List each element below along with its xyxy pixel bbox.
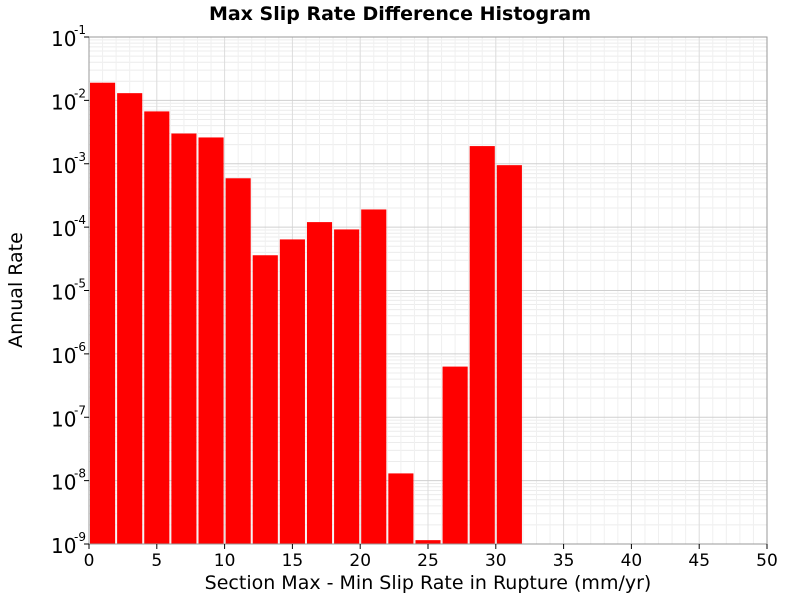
- x-tick-label: 40: [621, 551, 643, 571]
- y-tick-label: 10: [51, 281, 76, 305]
- histogram-bar: [279, 239, 305, 545]
- y-tick-exponent: -9: [74, 530, 86, 544]
- y-tick-exponent: -3: [74, 150, 86, 164]
- y-tick-exponent: -5: [74, 277, 86, 291]
- x-tick-label: 30: [485, 551, 507, 571]
- y-tick-label: 10: [51, 471, 76, 495]
- histogram-bar: [388, 473, 414, 544]
- x-axis-ticks: 0 5 10 15 20 25 30 35 40 45 50: [84, 544, 778, 571]
- histogram-bar: [171, 133, 197, 544]
- histogram-bar: [306, 222, 333, 545]
- x-tick-label: 25: [417, 551, 439, 571]
- y-tick-label: 10: [51, 534, 76, 558]
- x-tick-label: 45: [688, 551, 710, 571]
- y-tick-exponent: -1: [74, 23, 86, 37]
- y-axis-ticks: 10-910-810-710-610-510-410-310-210-1: [51, 23, 89, 558]
- x-tick-label: 20: [349, 551, 371, 571]
- x-tick-label: 0: [84, 551, 95, 571]
- y-tick-exponent: -8: [74, 467, 86, 481]
- histogram-bar: [90, 82, 116, 545]
- y-tick-label: 10: [51, 154, 76, 178]
- y-tick-exponent: -2: [74, 86, 86, 100]
- histogram-bar: [198, 137, 224, 545]
- y-axis-label: Annual Rate: [5, 232, 27, 348]
- y-tick-label: 10: [51, 90, 76, 114]
- y-tick-label: 10: [51, 407, 76, 431]
- y-tick-exponent: -7: [74, 403, 86, 417]
- x-tick-label: 35: [553, 551, 575, 571]
- x-tick-label: 5: [151, 551, 162, 571]
- y-tick-exponent: -6: [74, 340, 86, 354]
- chart-title: Max Slip Rate Difference Histogram: [209, 3, 591, 25]
- histogram-bar: [496, 165, 522, 544]
- histogram-bar: [252, 255, 278, 544]
- x-tick-label: 15: [282, 551, 304, 571]
- histogram-bar: [334, 229, 360, 544]
- histogram-bar: [469, 146, 495, 544]
- histogram-bar: [225, 178, 251, 544]
- x-tick-label: 50: [756, 551, 778, 571]
- histogram-bar: [117, 93, 143, 544]
- histogram-bar: [144, 111, 170, 544]
- histogram-bar: [361, 209, 387, 544]
- y-tick-exponent: -4: [74, 213, 86, 227]
- y-tick-label: 10: [51, 27, 76, 51]
- histogram-bar: [442, 366, 468, 544]
- x-tick-label: 10: [214, 551, 236, 571]
- y-tick-label: 10: [51, 217, 76, 241]
- bar-series: [90, 82, 522, 545]
- histogram-bar: [415, 540, 441, 544]
- y-tick-label: 10: [51, 344, 76, 368]
- x-axis-label: Section Max - Min Slip Rate in Rupture (…: [205, 572, 652, 594]
